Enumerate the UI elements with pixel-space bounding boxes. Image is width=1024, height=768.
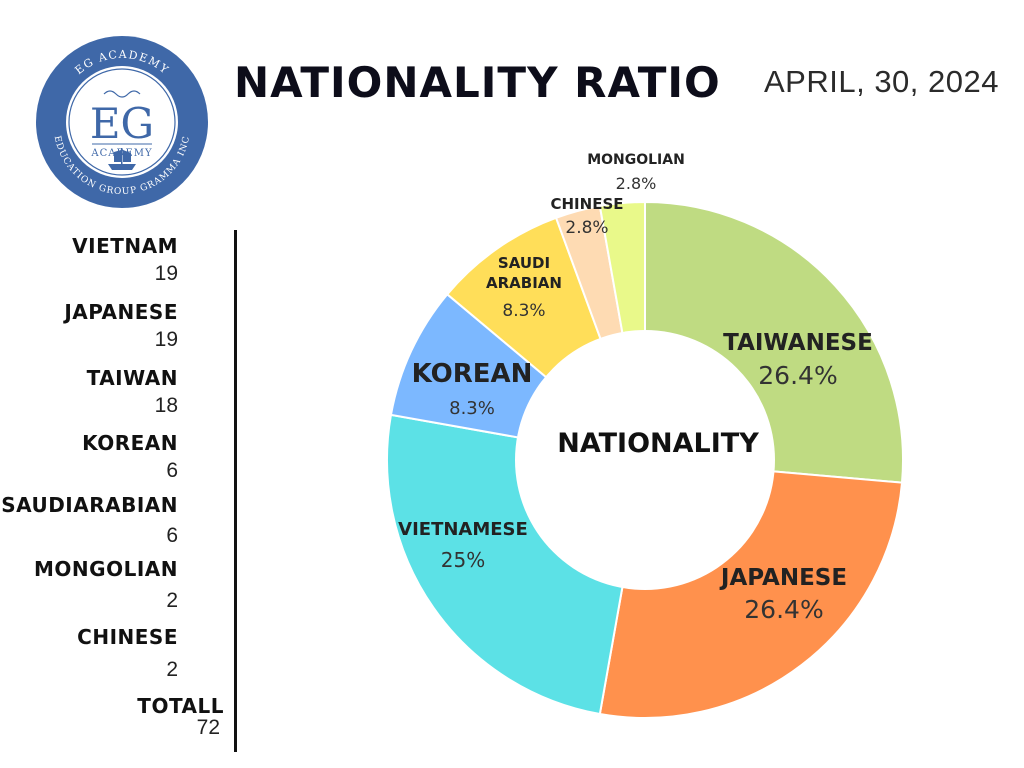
slice-label-chinese: CHINESE: [551, 195, 624, 213]
legend-value-korean: 6: [166, 459, 178, 482]
legend-label-total: TOTALL: [137, 694, 224, 718]
slice-label-japanese: JAPANESE: [719, 565, 847, 591]
legend-value-chinese: 2: [166, 658, 178, 681]
slice-label-korean: KOREAN: [412, 359, 533, 389]
legend-label-mongolian: MONGOLIAN: [34, 557, 178, 581]
slice-pct-vietnamese: 25%: [441, 548, 485, 572]
slice-pct-chinese: 2.8%: [565, 218, 608, 238]
logo-initials: EG: [90, 99, 154, 148]
slice-pct-taiwanese: 26.4%: [758, 361, 837, 390]
slice-pct-japanese: 26.4%: [744, 595, 823, 624]
slice-pct-korean: 8.3%: [449, 398, 495, 419]
legend-divider: [234, 230, 237, 752]
slice-label-mongolian: MONGOLIAN: [587, 152, 685, 168]
logo-inner-disc: [66, 66, 178, 178]
slice-pct-saudi-arabian: 8.3%: [502, 301, 545, 321]
legend-label-saudiarabian: SAUDIARABIAN: [1, 493, 178, 517]
legend-label-japanese: JAPANESE: [64, 300, 178, 324]
legend-label-taiwan: TAIWAN: [86, 366, 178, 390]
report-date: APRIL, 30, 2024: [764, 64, 999, 99]
legend-value-mongolian: 2: [166, 589, 178, 612]
donut-hole: [515, 330, 775, 590]
donut-center-label: NATIONALITY: [557, 428, 759, 459]
page-title: NATIONALITY RATIO: [234, 58, 721, 107]
legend-value-japanese: 19: [154, 328, 178, 351]
ornament-icon: [103, 90, 141, 98]
legend-value-total: 72: [196, 716, 220, 739]
legend-label-vietnam: VIETNAM: [72, 234, 178, 258]
slice-label-vietnamese: VIETNAMESE: [398, 519, 528, 540]
ship-icon: [108, 148, 136, 170]
count-legend: VIETNAM 19 JAPANESE 19 TAIWAN 18 KOREAN …: [0, 0, 240, 768]
legend-label-chinese: CHINESE: [77, 625, 178, 649]
eg-academy-logo: EG ACADEMY EDUCATION GROUP GRAMMA INC EG…: [36, 36, 208, 208]
legend-value-taiwan: 18: [154, 394, 178, 417]
slice-label-saudi-arabian-1: SAUDI: [498, 254, 550, 272]
legend-value-saudiarabian: 6: [166, 524, 178, 547]
slice-label-saudi-arabian-2: ARABIAN: [486, 274, 562, 292]
legend-value-vietnam: 19: [154, 262, 178, 285]
legend-label-korean: KOREAN: [82, 431, 178, 455]
slice-pct-mongolian: 2.8%: [616, 174, 657, 193]
slice-label-taiwanese: TAIWANESE: [723, 330, 873, 356]
